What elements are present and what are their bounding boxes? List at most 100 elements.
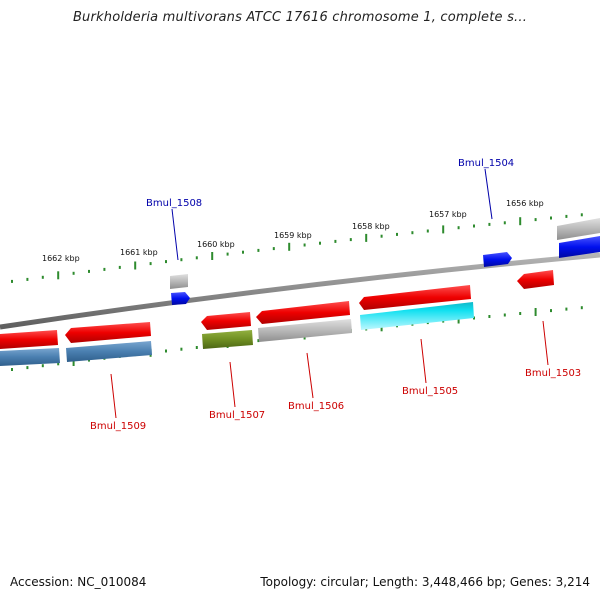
gene-arrow-grey[interactable] (557, 218, 600, 240)
gene-label-bmul-1509[interactable]: Bmul_1509 (90, 421, 146, 432)
gene-label-bmul-1505[interactable]: Bmul_1505 (402, 386, 458, 397)
minor-tick (180, 347, 183, 351)
kbp-label: 1662 kbp (42, 254, 80, 263)
minor-tick (11, 279, 13, 283)
minor-tick (319, 241, 321, 245)
minor-tick (11, 368, 13, 371)
leader-line (484, 168, 493, 220)
minor-tick (272, 247, 275, 251)
minor-tick (334, 239, 337, 243)
leader-line (542, 320, 549, 366)
gene-labels: Bmul_1508 Bmul_1504 Bmul_1509 Bmul_1507 … (90, 158, 581, 432)
minor-tick (26, 277, 29, 281)
outer-tick-track (11, 213, 583, 283)
minor-tick (72, 271, 75, 275)
leader-line (306, 352, 314, 399)
major-tick (72, 358, 75, 366)
gene-arrow-bmul-1503[interactable] (517, 270, 554, 289)
major-tick (134, 261, 137, 270)
minor-tick (488, 222, 491, 226)
major-tick (534, 308, 537, 316)
minor-tick (303, 243, 306, 247)
minor-tick (195, 256, 198, 260)
gene-label-bmul-1508[interactable]: Bmul_1508 (146, 198, 202, 209)
minor-tick (580, 306, 583, 310)
gene-label-bmul-1506[interactable]: Bmul_1506 (288, 401, 344, 412)
minor-tick (226, 252, 229, 256)
minor-tick (349, 238, 352, 242)
minor-tick (180, 258, 183, 262)
gene-label-bmul-1503[interactable]: Bmul_1503 (525, 368, 581, 379)
gene-arrow-bmul-1506[interactable] (258, 319, 352, 342)
major-tick (365, 233, 368, 242)
minor-tick (550, 216, 552, 220)
minor-tick (550, 309, 552, 313)
leader-line (229, 361, 236, 408)
kbp-label: 1656 kbp (506, 199, 544, 208)
minor-tick (503, 313, 506, 317)
gene-arrow-blue[interactable] (559, 236, 600, 258)
major-tick (442, 225, 445, 234)
gene-arrow-red[interactable] (0, 330, 58, 349)
minor-tick (242, 250, 244, 254)
gene-arrow-red[interactable] (65, 322, 151, 343)
minor-tick (165, 349, 167, 353)
gene-arrow-red[interactable] (256, 301, 350, 324)
minor-tick (565, 214, 568, 218)
minor-tick (457, 226, 460, 230)
kbp-label: 1657 kbp (429, 210, 467, 219)
minor-tick (41, 275, 44, 279)
gene-arrow-red[interactable] (201, 312, 251, 330)
genome-summary-text: Topology: circular; Length: 3,448,466 bp… (260, 575, 590, 589)
minor-tick (26, 366, 29, 370)
accession-text: Accession: NC_010084 (10, 575, 147, 589)
leader-line (110, 373, 117, 419)
minor-tick (503, 221, 506, 225)
minor-tick (165, 260, 167, 264)
minor-tick (396, 232, 398, 236)
chromosome-backbone (0, 252, 600, 330)
gene-arrow-bmul-1508[interactable] (170, 274, 188, 289)
gene-arrow-bmul-1504[interactable] (483, 252, 512, 267)
minor-tick (380, 234, 383, 238)
minor-tick (195, 346, 198, 349)
minor-tick (103, 267, 106, 271)
kbp-label: 1660 kbp (197, 240, 235, 249)
major-tick (288, 242, 291, 251)
minor-tick (580, 213, 583, 217)
gene-track-forward (170, 218, 600, 305)
map-title: Burkholderia multivorans ATCC 17616 chro… (72, 10, 528, 25)
leader-line (171, 208, 179, 261)
minor-tick (488, 315, 491, 318)
minor-tick (57, 362, 60, 366)
minor-tick (473, 224, 475, 228)
minor-tick (88, 269, 90, 273)
leader-line (420, 338, 427, 384)
minor-tick (118, 265, 121, 269)
minor-tick (257, 248, 260, 252)
gene-arrow-bmul-1505[interactable] (360, 302, 474, 330)
kbp-label: 1659 kbp (274, 231, 312, 240)
minor-tick (41, 364, 44, 368)
minor-tick (519, 312, 522, 315)
gene-arrow-steelblue[interactable] (0, 348, 60, 366)
kbp-scale: 1662 kbp 1661 kbp 1660 kbp 1659 kbp 1658… (42, 199, 544, 263)
minor-tick (257, 339, 260, 343)
major-tick (519, 217, 522, 226)
major-tick (57, 271, 60, 280)
gene-arrow-red[interactable] (359, 285, 471, 310)
major-tick (211, 252, 214, 260)
gene-label-bmul-1504[interactable]: Bmul_1504 (458, 158, 514, 169)
gene-track-reverse (0, 270, 554, 366)
gene-arrow-bmul-1507[interactable] (202, 330, 253, 349)
gene-arrow-bmul-1509[interactable] (66, 341, 152, 362)
minor-tick (411, 231, 414, 235)
minor-tick (149, 262, 152, 266)
kbp-label: 1661 kbp (120, 248, 158, 257)
gene-label-bmul-1507[interactable]: Bmul_1507 (209, 410, 265, 421)
minor-tick (426, 229, 429, 233)
minor-tick (565, 307, 568, 311)
gene-arrow-blue-small[interactable] (171, 292, 190, 305)
kbp-label: 1658 kbp (352, 222, 390, 231)
